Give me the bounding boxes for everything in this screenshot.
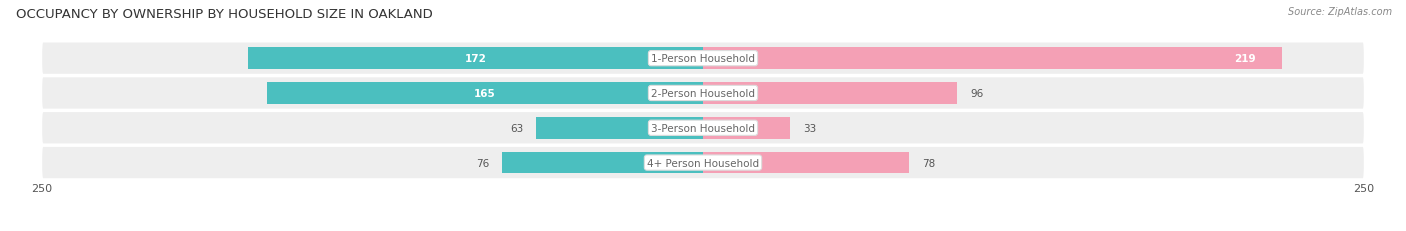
Text: 96: 96 (970, 88, 983, 99)
Text: 63: 63 (510, 123, 523, 133)
Bar (703, 152, 910, 174)
Text: 3-Person Household: 3-Person Household (651, 123, 755, 133)
Text: 2-Person Household: 2-Person Household (651, 88, 755, 99)
Text: OCCUPANCY BY OWNERSHIP BY HOUSEHOLD SIZE IN OAKLAND: OCCUPANCY BY OWNERSHIP BY HOUSEHOLD SIZE… (15, 8, 433, 21)
FancyBboxPatch shape (42, 78, 1364, 109)
Legend: Owner-occupied, Renter-occupied: Owner-occupied, Renter-occupied (583, 228, 823, 231)
Bar (703, 83, 956, 104)
Text: 1-Person Household: 1-Person Household (651, 54, 755, 64)
Text: 76: 76 (475, 158, 489, 168)
Bar (267, 83, 703, 104)
Text: 165: 165 (474, 88, 496, 99)
Bar (703, 118, 790, 139)
FancyBboxPatch shape (42, 43, 1364, 75)
Bar (249, 48, 703, 70)
Text: Source: ZipAtlas.com: Source: ZipAtlas.com (1288, 7, 1392, 17)
Text: 33: 33 (803, 123, 817, 133)
Bar (703, 48, 1282, 70)
Bar (502, 152, 703, 174)
Text: 4+ Person Household: 4+ Person Household (647, 158, 759, 168)
Text: 78: 78 (922, 158, 935, 168)
Text: 219: 219 (1234, 54, 1256, 64)
FancyBboxPatch shape (42, 147, 1364, 178)
FancyBboxPatch shape (42, 113, 1364, 144)
Text: 172: 172 (465, 54, 486, 64)
Bar (537, 118, 703, 139)
